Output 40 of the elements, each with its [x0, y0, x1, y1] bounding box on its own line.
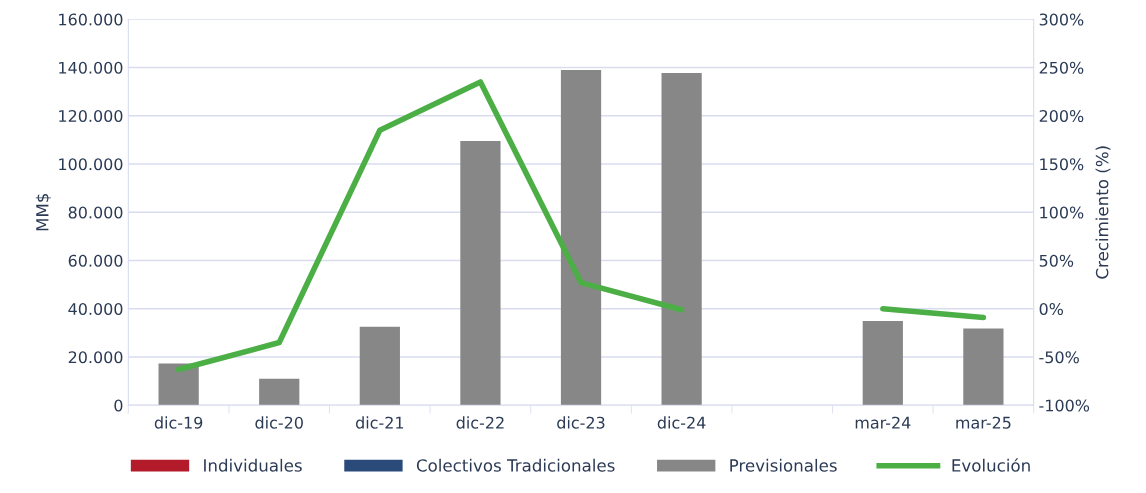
legend-label: Previsionales — [730, 458, 837, 472]
legend-label: Evolución — [952, 458, 1030, 472]
y-tick-label: 80.000 — [68, 206, 123, 219]
x-tick-label: dic-20 — [255, 416, 303, 429]
y-tick-label: 120.000 — [59, 109, 123, 123]
y-tick-label: 20.000 — [68, 351, 123, 364]
x-tick-label: dic-22 — [456, 416, 504, 429]
bar — [560, 69, 602, 406]
y2-tick-label: 0% — [1039, 302, 1064, 316]
x-tick-label: dic-24 — [657, 416, 706, 429]
bar — [259, 378, 300, 406]
y2-tick-label: -50% — [1039, 351, 1079, 364]
y-tick-label: 40.000 — [68, 302, 123, 316]
bar — [862, 321, 903, 406]
y2-tick-label: 250% — [1039, 61, 1084, 74]
y2-tick-label: -100% — [1039, 399, 1090, 412]
x-tick-label: dic-21 — [355, 416, 404, 429]
y2-tick-label: 150% — [1040, 158, 1084, 171]
y-tick-label: 160.000 — [59, 13, 123, 26]
y-axis-title: MM$ — [35, 193, 51, 231]
y-tick-label: 60.000 — [68, 254, 123, 267]
y-tick-label: 140.000 — [59, 61, 123, 74]
bar — [963, 328, 1004, 406]
x-tick-label: dic-19 — [154, 416, 203, 429]
x-tick-label: dic-23 — [557, 416, 605, 429]
y-tick-label: 100.000 — [59, 158, 123, 171]
y2-tick-label: 200% — [1039, 109, 1084, 123]
y2-axis-title: Crecimiento (%) — [1095, 146, 1111, 279]
bar — [460, 141, 501, 406]
y-tick-label: 0 — [114, 399, 123, 412]
x-tick-label: mar-24 — [855, 416, 911, 429]
y2-tick-label: 300% — [1039, 13, 1084, 26]
x-tick-label: mar-25 — [956, 416, 1011, 429]
legend-label: Colectivos Tradicionales — [416, 458, 615, 472]
bar — [158, 363, 199, 406]
bar — [359, 326, 400, 406]
y2-tick-label: 50% — [1039, 254, 1074, 267]
bar — [661, 73, 702, 406]
legend-label: Individuales — [204, 458, 302, 472]
y2-tick-label: 100% — [1040, 206, 1084, 219]
